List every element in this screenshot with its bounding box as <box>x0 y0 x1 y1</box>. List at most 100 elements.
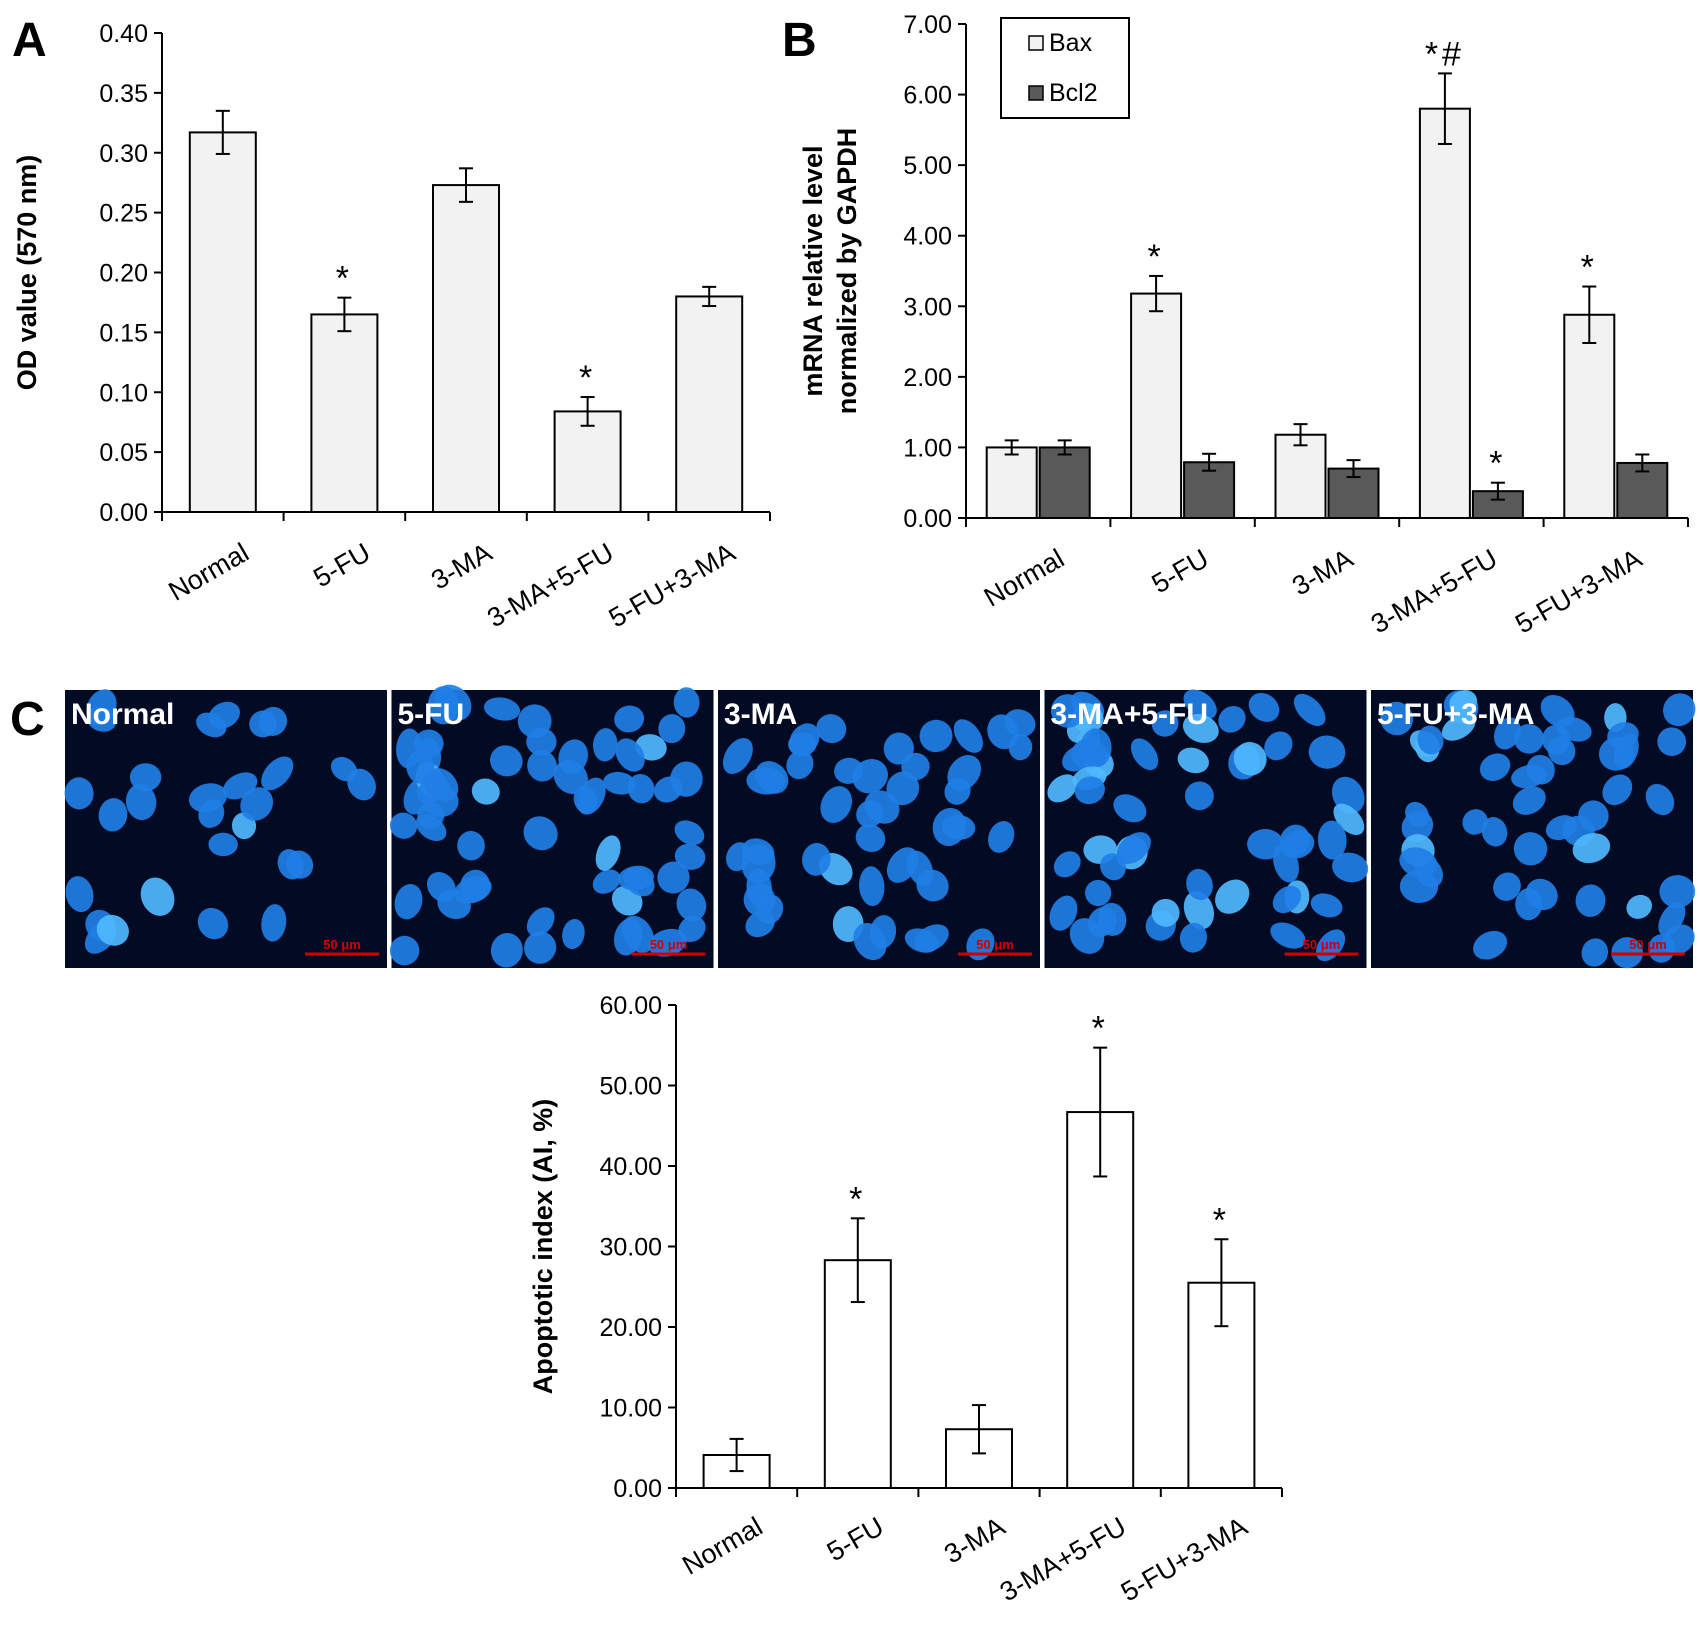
micrograph-panel: 5-FU+3-MA 50 μm <box>1371 690 1696 969</box>
cell-nucleus <box>1151 898 1180 927</box>
x-category-label: 5-FU+3-MA <box>1510 543 1646 639</box>
cell-nucleus <box>1247 829 1284 860</box>
cell-nucleus <box>670 761 703 797</box>
cell-nucleus <box>1572 833 1611 864</box>
y-tick-label: 5.00 <box>903 152 952 180</box>
micrograph-label: Normal <box>71 698 174 731</box>
legend-box <box>1000 17 1130 119</box>
cell-nucleus <box>460 869 490 902</box>
cell-nucleus <box>1525 878 1558 911</box>
cell-nucleus <box>592 728 618 762</box>
cell-nucleus <box>1183 891 1215 930</box>
cell-nucleus <box>1380 701 1414 736</box>
cell-nucleus <box>755 761 789 794</box>
y-tick-label: 30.00 <box>599 1234 662 1262</box>
cell-nucleus <box>678 915 706 943</box>
cell-nucleus <box>140 877 175 916</box>
cell-nucleus <box>415 814 447 842</box>
bar <box>985 446 1038 519</box>
bar <box>432 184 500 514</box>
scale-bar-label: 50 μm <box>1303 937 1341 952</box>
cell-nucleus <box>1047 774 1078 803</box>
y-tick-label: 10.00 <box>599 1395 662 1423</box>
cell-nucleus <box>1645 783 1675 816</box>
y-axis-label: mRNA relative level <box>798 145 828 396</box>
chart-a-od-value: 0.00 0.05 0.10 0.15 0.20 0.25 0.30 0.35 0.40 OD v… <box>12 20 771 633</box>
x-category-label: 3-MA <box>426 537 497 595</box>
cell-nucleus <box>1462 809 1488 835</box>
x-category-label: 3-MA+5-FU <box>1366 543 1502 639</box>
scale-bar-label: 50 μm <box>976 937 1014 952</box>
significance-marker: * <box>579 359 596 397</box>
y-tick-label: 40.00 <box>599 1153 662 1181</box>
x-category-label: 3-MA <box>1287 543 1358 601</box>
cell-nucleus <box>852 759 888 794</box>
bar <box>310 313 379 513</box>
cell-nucleus <box>1218 705 1246 733</box>
cell-nucleus <box>1183 689 1217 720</box>
cell-nucleus <box>1116 832 1151 865</box>
cell-nucleus <box>859 866 885 907</box>
cell-nucleus <box>673 687 700 718</box>
cell-nucleus <box>1279 824 1310 857</box>
y-tick-label: 0.05 <box>99 439 148 467</box>
cell-nucleus <box>987 714 1019 750</box>
cell-nucleus <box>1598 736 1634 771</box>
cell-nucleus <box>1186 868 1213 901</box>
cell-nucleus <box>1399 870 1439 904</box>
cell-nucleus <box>802 842 831 876</box>
significance-marker: * <box>1489 445 1506 483</box>
cell-nucleus <box>526 727 557 756</box>
cell-nucleus <box>526 907 555 937</box>
cell-nucleus <box>98 798 128 832</box>
bar <box>188 131 257 514</box>
y-tick-label: 0.15 <box>99 319 148 347</box>
significance-marker: * <box>1213 1201 1230 1239</box>
cell-nucleus <box>1556 716 1592 742</box>
cell-nucleus <box>1513 723 1544 754</box>
cell-nucleus <box>1087 906 1117 937</box>
cell-nucleus <box>1264 731 1293 761</box>
cell-nucleus <box>592 869 621 894</box>
cell-nucleus <box>1317 820 1347 860</box>
cell-nucleus <box>483 697 521 721</box>
y-tick-label: 0.30 <box>99 140 148 168</box>
chart-b-mrna-level: 0.00 1.00 2.00 3.00 4.00 5.00 6.00 7.00 mRNA rel… <box>798 11 1689 639</box>
cell-nucleus <box>953 719 983 753</box>
cell-nucleus <box>389 812 418 839</box>
cell-nucleus <box>869 915 897 949</box>
cell-nucleus <box>743 883 776 917</box>
cell-nucleus <box>816 714 847 744</box>
micrograph-label: 3-MA+5-FU <box>1051 698 1209 731</box>
bar <box>1130 292 1183 519</box>
cell-nucleus <box>615 738 645 772</box>
cell-nucleus <box>932 807 967 847</box>
cell-nucleus <box>786 750 814 780</box>
y-tick-label: 60.00 <box>599 992 662 1020</box>
cell-nucleus <box>722 737 753 775</box>
cell-nucleus <box>197 907 229 940</box>
cell-nucleus <box>1399 847 1438 878</box>
cell-nucleus <box>1648 934 1676 963</box>
cell-nucleus <box>595 835 621 871</box>
cell-nucleus <box>523 816 558 851</box>
cell-nucleus <box>426 768 459 802</box>
cell-nucleus <box>86 706 117 732</box>
cell-nucleus <box>1177 747 1209 774</box>
cell-nucleus <box>1050 694 1085 728</box>
cell-nucleus <box>627 773 655 804</box>
micrograph-label: 5-FU <box>398 698 465 731</box>
cell-nucleus <box>1272 885 1302 914</box>
y-tick-label: 3.00 <box>903 293 952 321</box>
bar <box>1418 107 1471 520</box>
cell-nucleus <box>1575 884 1606 917</box>
x-category-label: 5-FU <box>308 537 375 593</box>
micrograph-label: 5-FU+3-MA <box>1377 698 1535 731</box>
significance-marker: * <box>336 260 353 298</box>
x-category-label: Normal <box>677 1511 767 1580</box>
y-tick-label: 0.20 <box>99 260 148 288</box>
scale-bar-label: 50 μm <box>323 937 361 952</box>
panel-letter-a: A <box>12 14 47 67</box>
cell-nucleus <box>1659 875 1696 909</box>
y-tick-label: 4.00 <box>903 223 952 251</box>
